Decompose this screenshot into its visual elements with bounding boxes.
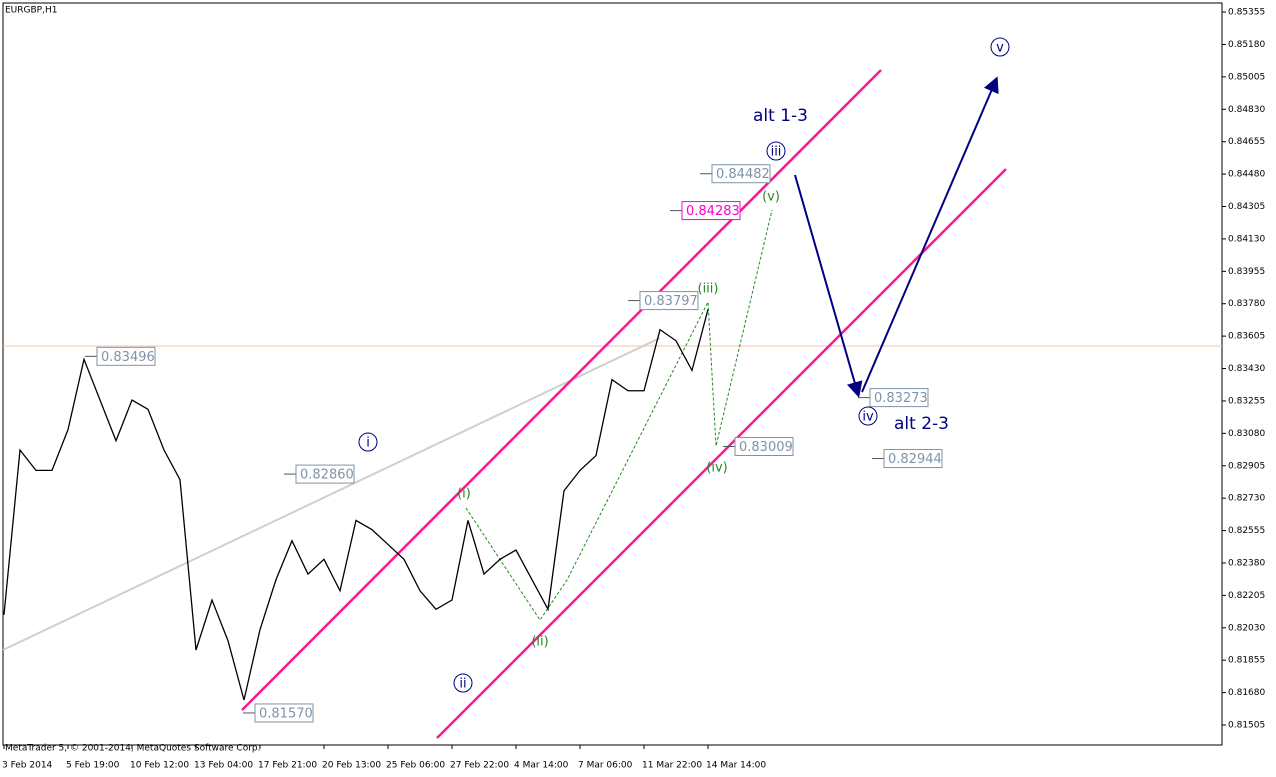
annotation: alt 2-3: [894, 414, 949, 434]
channel-bottom: [436, 168, 1007, 739]
x-tick-label: 11 Mar 22:00: [642, 761, 702, 771]
y-tick-label: 0.83955: [1228, 267, 1265, 277]
y-tick-label: 0.81855: [1228, 656, 1265, 666]
y-tick-label: 0.83080: [1228, 429, 1265, 439]
x-tick-label: 5 Feb 19:00: [66, 761, 120, 771]
x-tick-label: 13 Feb 04:00: [194, 761, 253, 771]
x-tick-label: 4 Mar 14:00: [514, 761, 569, 771]
y-tick-label: 0.82380: [1228, 558, 1265, 568]
y-tick-label: 0.84830: [1228, 105, 1265, 115]
price-box: [295, 464, 355, 484]
price-box: [734, 436, 794, 456]
x-tick-label: 17 Feb 21:00: [258, 761, 317, 771]
price-box: [681, 201, 741, 221]
wave-path: [465, 209, 773, 621]
y-tick-label: 0.83430: [1228, 364, 1265, 374]
price-label: 0.84482: [716, 167, 770, 182]
price-label: 0.81570: [259, 706, 313, 721]
y-tick-label: 0.82730: [1228, 494, 1265, 504]
price-label: 0.83009: [739, 440, 793, 455]
wave-label: (ii): [531, 635, 548, 650]
price-box: [96, 346, 156, 366]
wave-circle: [766, 141, 786, 161]
y-tick-label: 0.83780: [1228, 299, 1265, 309]
wave-circle: [858, 406, 878, 426]
channel-top: [241, 69, 882, 711]
price-label: 0.83273: [874, 391, 928, 406]
y-tick-label: 0.84130: [1228, 234, 1265, 244]
price-box: [254, 703, 314, 723]
x-tick-label: 10 Feb 12:00: [130, 761, 189, 771]
price-box: [883, 449, 943, 469]
x-tick-label: 25 Feb 06:00: [386, 761, 445, 771]
plot-frame: [2, 2, 1223, 746]
y-tick-label: 0.82030: [1228, 623, 1265, 633]
wave-label: (v): [762, 190, 780, 205]
y-tick-label: 0.82205: [1228, 591, 1265, 601]
price-label: 0.83797: [644, 294, 698, 309]
price-label: 0.82944: [888, 452, 942, 467]
price-box: [869, 388, 929, 408]
y-tick-label: 0.84655: [1228, 137, 1265, 147]
x-tick-label: 20 Feb 13:00: [322, 761, 381, 771]
wave-label: ii: [459, 677, 466, 692]
x-tick-label: 27 Feb 22:00: [450, 761, 509, 771]
wave-label: (iii): [698, 282, 719, 297]
price-label: 0.82860: [300, 468, 354, 483]
chart-title: EURGBP,H1: [5, 6, 57, 16]
wave-label: iii: [771, 145, 782, 160]
price-box: [639, 291, 699, 311]
wave-circle: [453, 673, 473, 693]
wave-label: (i): [457, 487, 471, 502]
wave-label: iv: [862, 410, 874, 425]
price-label: 0.83496: [101, 350, 155, 365]
y-tick-label: 0.85355: [1228, 8, 1265, 18]
x-tick-label: 3 Feb 2014: [2, 761, 53, 771]
x-tick-label: 7 Mar 06:00: [578, 761, 633, 771]
y-tick-label: 0.83605: [1228, 332, 1265, 342]
projection-arrow: [794, 174, 863, 398]
wave-circle: [358, 432, 378, 452]
y-tick-label: 0.85180: [1228, 40, 1265, 50]
x-tick-label: 14 Mar 14:00: [706, 761, 766, 771]
wave-label: (iv): [706, 461, 727, 476]
price-box: [711, 164, 771, 184]
price-label: 0.84283: [686, 204, 740, 219]
annotation: alt 1-3: [753, 106, 808, 126]
wave-label: v: [996, 41, 1004, 56]
trend-line: [2, 337, 661, 651]
y-tick-label: 0.84480: [1228, 170, 1265, 180]
wave-circle: [990, 37, 1010, 57]
y-tick-label: 0.83255: [1228, 396, 1265, 406]
y-tick-label: 0.82555: [1228, 526, 1265, 536]
y-tick-label: 0.85005: [1228, 72, 1265, 82]
y-tick-label: 0.81680: [1228, 688, 1265, 698]
y-tick-label: 0.81505: [1228, 721, 1265, 731]
y-tick-label: 0.82905: [1228, 461, 1265, 471]
price-line: [3, 309, 709, 701]
projection-arrow: [861, 76, 999, 393]
y-tick-label: 0.84305: [1228, 202, 1265, 212]
wave-label: i: [366, 436, 370, 451]
footer: MetaTrader 5, © 2001-2014, MetaQuotes So…: [5, 744, 261, 754]
